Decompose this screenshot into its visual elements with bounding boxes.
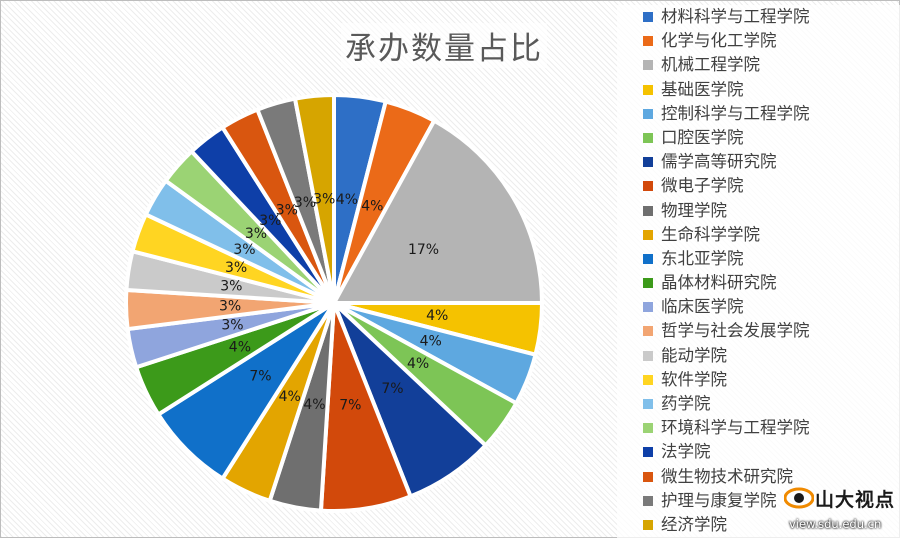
watermark-name: 山大视点 [815,489,896,511]
legend-swatch [643,132,653,143]
legend-label: 口腔医学院 [661,127,744,147]
pie-slice-value-label: 4% [279,389,301,405]
legend-item: 儒学高等研究院 [617,150,900,174]
legend-item: 微生物技术研究院 [617,465,900,489]
legend-item: 能动学院 [617,344,900,368]
legend-label: 能动学院 [661,345,727,365]
chart-legend: 材料科学与工程学院 化学与化工学院 机械工程学院 基础医学院控制科学与工程学院 口腔医学… [617,5,900,539]
legend-item: 控制科学与工程学院 [617,102,900,126]
pie-slice-value-label: 3% [294,195,316,211]
legend-item: 东北亚学院 [617,247,900,271]
legend-swatch [643,374,653,385]
legend-swatch [643,519,653,530]
legend-item: 机械工程学院 [617,53,900,77]
pie-slice-value-label: 7% [381,381,403,397]
legend-swatch [643,471,653,482]
pie-slice-value-label: 4% [420,333,442,349]
legend-swatch [643,423,653,434]
watermark: 山大视点 view.sdu.edu.cn [779,477,900,539]
legend-swatch [643,350,653,361]
legend-swatch [643,495,653,506]
legend-item: 法学院 [617,440,900,464]
legend-swatch [643,326,653,337]
legend-swatch [643,399,653,409]
legend-item: 护理与康复学院 [617,489,900,513]
legend-item: 基础医学院 [617,78,900,102]
legend-swatch [643,253,653,264]
chart-title: 承办数量占比 [341,23,547,68]
eye-logo-icon [784,487,814,509]
watermark-url: view.sdu.edu.cn [789,517,882,531]
legend-swatch [643,181,653,192]
legend-label: 儒学高等研究院 [661,152,777,172]
pie-slice-value-label: 3% [276,202,298,218]
pie-slice-value-label: 7% [249,369,271,385]
pie-slice [332,118,544,305]
legend-label: 护理与康复学院 [661,490,777,510]
legend-item: 物理学院 [617,199,900,223]
pie-slice-value-label: 3% [233,242,255,258]
legend-item: 软件学院 [617,368,900,392]
legend-swatch [643,60,653,71]
legend-item: 口腔医学院 [617,126,900,150]
pie-slice-value-label: 4% [407,356,429,372]
legend-label: 法学院 [661,442,711,462]
legend-label: 微生物技术研究院 [661,466,793,486]
pie-slice-value-label: 4% [361,198,383,214]
legend-item: 药学院 [617,392,900,416]
legend-label: 基础医学院 [661,79,744,99]
legend-item: 微电子学院 [617,174,900,198]
legend-swatch [643,447,653,458]
legend-label: 临床医学院 [661,297,744,317]
legend-swatch [643,108,653,119]
pie-slice-value-label: 4% [303,397,325,413]
legend-item: 化学与化工学院 [617,29,900,53]
pie-slice-value-label: 3% [220,279,242,295]
legend-item: 经济学院 [617,513,900,537]
pie-slice-value-label: 7% [339,398,361,414]
legend-label: 环境科学与工程学院 [661,418,810,438]
legend-item: 材料科学与工程学院 [617,5,900,29]
pie-slice-value-label: 3% [259,213,281,229]
legend-swatch [643,205,653,216]
legend-label: 经济学院 [661,514,727,534]
legend-label: 物理学院 [661,200,727,220]
pie-slice-value-label: 17% [408,242,439,258]
legend-label: 化学与化工学院 [661,31,777,51]
legend-label: 药学院 [661,394,711,413]
pie-slice-value-label: 3% [219,298,241,314]
legend-label: 机械工程学院 [661,55,760,75]
legend-swatch [643,36,653,47]
legend-swatch [643,84,653,95]
legend-label: 东北亚学院 [661,248,744,268]
pie-slice [293,92,336,305]
legend-item: 生命科学学院 [617,223,900,247]
legend-label: 材料科学与工程学院 [661,7,810,26]
legend-item: 哲学与社会发展学院 [617,319,900,343]
legend-swatch [643,157,653,168]
pie-slice-value-label: 3% [313,192,335,208]
legend-label: 软件学院 [661,369,727,389]
legend-label: 控制科学与工程学院 [661,103,810,123]
pie-slice-value-label: 4% [426,308,448,324]
pie-slice-value-label: 3% [221,318,243,334]
legend-item: 临床医学院 [617,295,900,319]
legend-swatch [643,229,653,240]
legend-item: 晶体材料研究院 [617,271,900,295]
pie-slice-value-label: 3% [225,260,247,276]
pie-slice-value-label: 3% [245,226,267,242]
legend-label: 哲学与社会发展学院 [661,321,810,341]
pie-chart: 4% 4%17%4%4%4%7%7%4%4%7%4%3%3%3%3%3%3%3%3… [124,92,544,513]
legend-item: 环境科学与工程学院 [617,416,900,440]
legend-swatch [643,302,653,313]
legend-label: 微电子学院 [661,176,744,196]
legend-label: 生命科学学院 [661,224,760,244]
legend-label: 晶体材料研究院 [661,273,777,293]
legend-swatch [643,12,653,22]
pie-slice-value-label: 4% [336,192,358,208]
legend-swatch [643,278,653,289]
pie-slice-value-label: 4% [229,339,251,355]
